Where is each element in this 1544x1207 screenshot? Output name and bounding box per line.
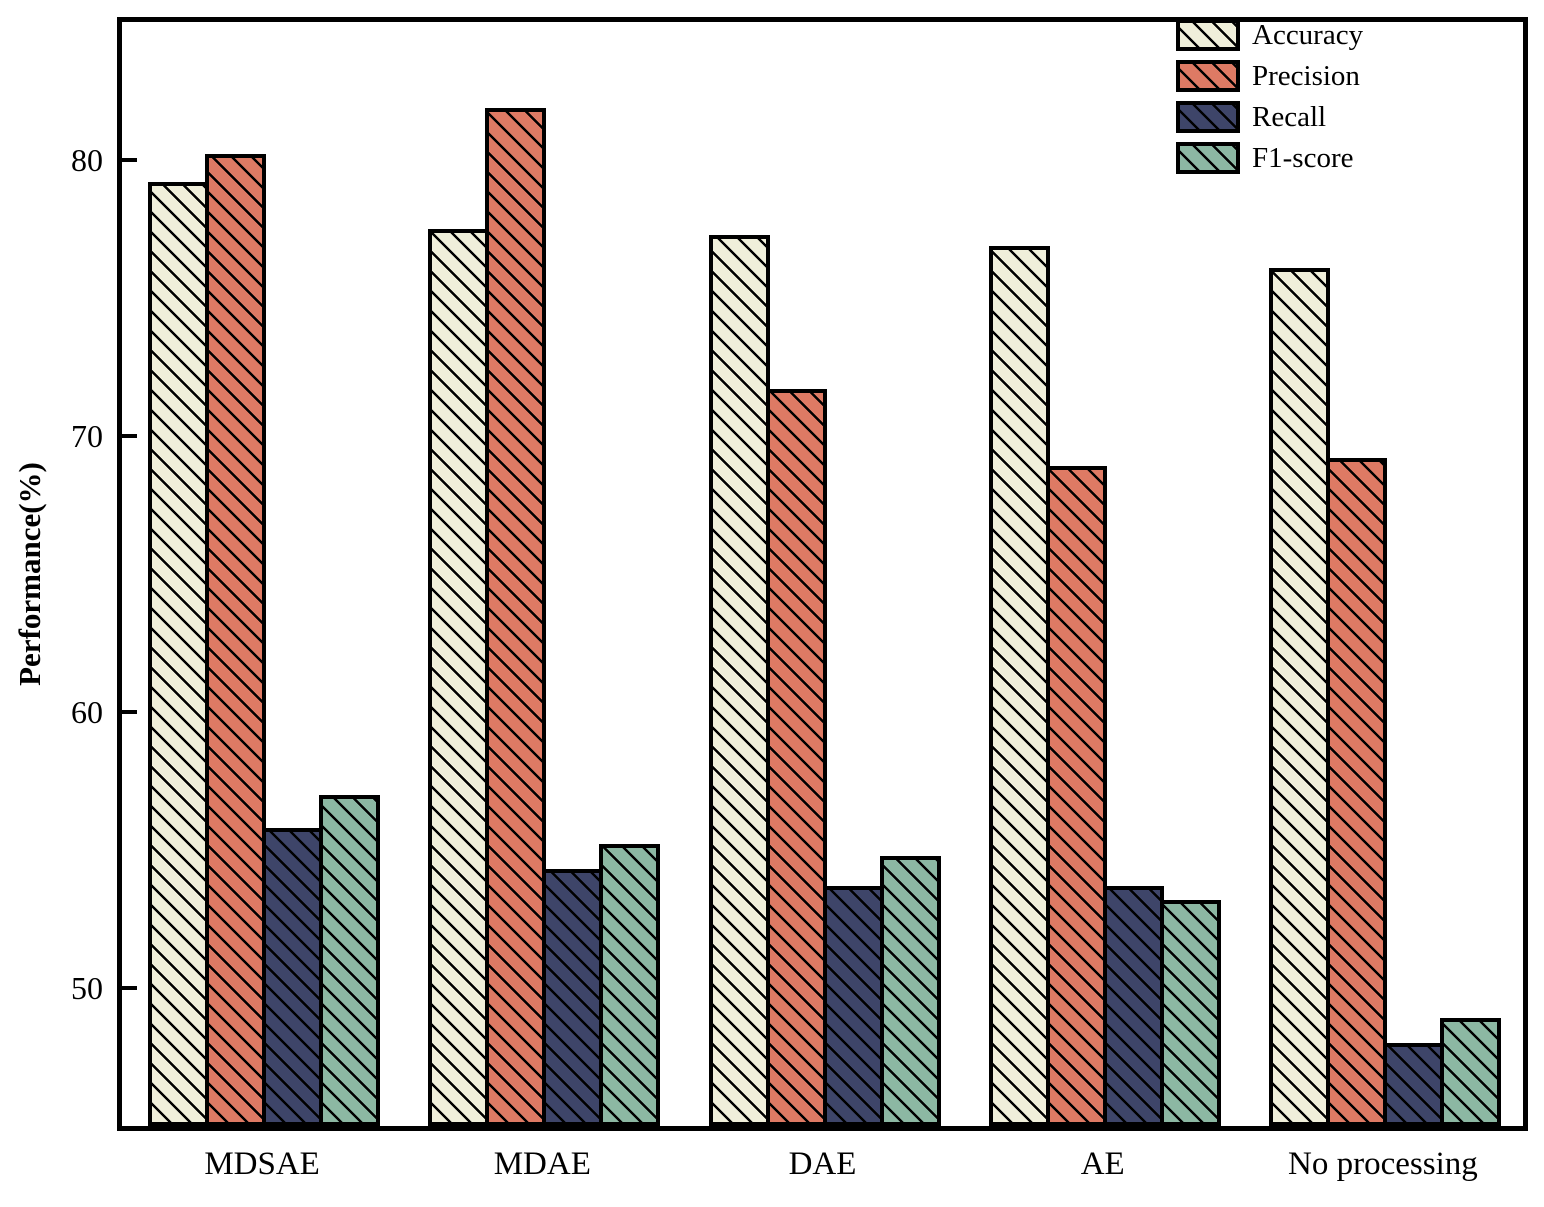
bar-f1-score-dae [879, 855, 941, 1126]
bar-precision-mdsae [205, 154, 267, 1126]
legend-item-f1-score: F1-score [1176, 142, 1363, 174]
bar-f1-score-mdae [599, 844, 661, 1126]
bar-accuracy-mdae [428, 229, 490, 1126]
bar-recall-mdsae [262, 827, 324, 1126]
legend-swatch-accuracy [1176, 19, 1240, 51]
bar-precision-ae [1045, 466, 1107, 1126]
plot-area [117, 17, 1528, 1131]
bar-recall-mdae [542, 869, 604, 1126]
x-tick-label-mdsae: MDSAE [204, 1146, 320, 1182]
bar-accuracy-mdsae [148, 182, 210, 1126]
bar-recall-no-processing [1382, 1043, 1444, 1126]
legend-label-accuracy: Accuracy [1252, 19, 1364, 51]
bar-accuracy-no-processing [1268, 267, 1330, 1126]
legend: Accuracy Precision Recall F1-score [1176, 19, 1363, 183]
bar-recall-ae [1102, 885, 1164, 1126]
x-tick-label-mdae: MDAE [493, 1146, 591, 1182]
y-tick-mark-60 [122, 710, 137, 714]
bar-recall-dae [822, 885, 884, 1126]
y-tick-label-80: 80 [71, 142, 103, 178]
legend-label-precision: Precision [1252, 60, 1360, 92]
y-axis-title: Performance(%) [12, 462, 47, 686]
y-tick-label-50: 50 [71, 970, 103, 1006]
y-tick-label-70: 70 [71, 418, 103, 454]
legend-item-recall: Recall [1176, 101, 1363, 133]
legend-swatch-f1-score [1176, 142, 1240, 174]
bar-accuracy-ae [988, 245, 1050, 1126]
bar-f1-score-ae [1159, 899, 1221, 1126]
y-tick-mark-70 [122, 434, 137, 438]
bar-precision-dae [765, 389, 827, 1126]
y-tick-mark-80 [122, 158, 137, 162]
bar-f1-score-no-processing [1439, 1018, 1501, 1126]
legend-swatch-precision [1176, 60, 1240, 92]
x-tick-label-no-processing: No processing [1288, 1146, 1478, 1182]
x-tick-label-dae: DAE [788, 1146, 857, 1182]
y-tick-mark-50 [122, 986, 137, 990]
legend-swatch-recall [1176, 101, 1240, 133]
legend-item-accuracy: Accuracy [1176, 19, 1363, 51]
bar-accuracy-dae [708, 234, 770, 1126]
legend-label-recall: Recall [1252, 101, 1327, 133]
y-tick-label-60: 60 [71, 694, 103, 730]
bar-precision-no-processing [1325, 458, 1387, 1126]
x-tick-label-ae: AE [1080, 1146, 1125, 1182]
bar-f1-score-mdsae [319, 794, 381, 1126]
bar-precision-mdae [485, 107, 547, 1126]
legend-item-precision: Precision [1176, 60, 1363, 92]
legend-label-f1-score: F1-score [1252, 142, 1354, 174]
